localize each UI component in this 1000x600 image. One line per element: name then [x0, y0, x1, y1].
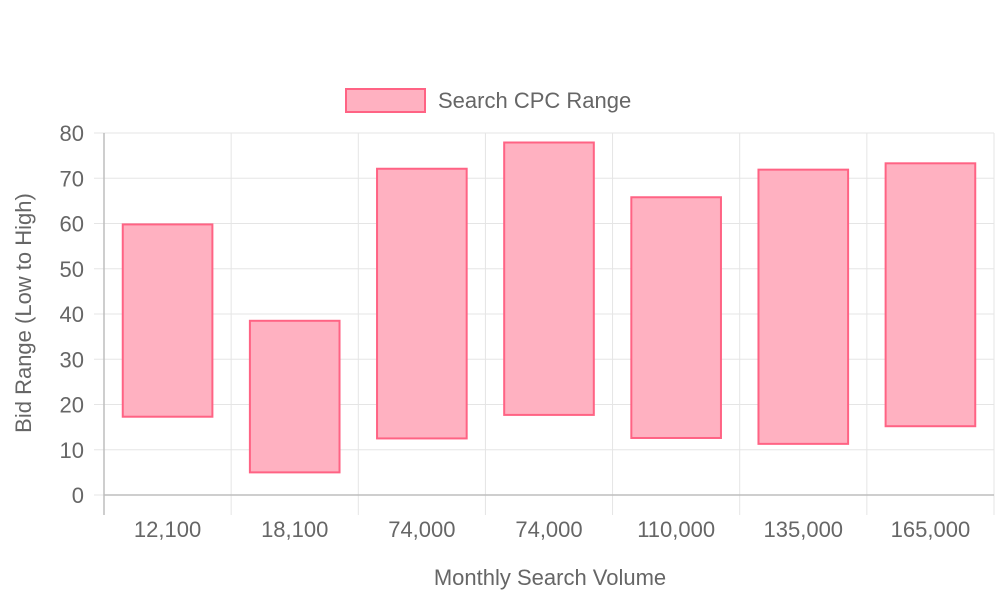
y-tick-label: 30: [60, 347, 84, 372]
range-bar[interactable]: [884, 162, 977, 428]
bars: [121, 141, 977, 474]
y-tick-label: 60: [60, 212, 84, 237]
x-tick-label: 12,100: [134, 517, 201, 542]
x-tick-label: 74,000: [515, 517, 582, 542]
y-tick-label: 10: [60, 438, 84, 463]
y-tick-label: 50: [60, 257, 84, 282]
y-axis-title: Bid Range (Low to High): [11, 193, 36, 433]
x-axis-title: Monthly Search Volume: [434, 565, 666, 590]
range-bar[interactable]: [503, 141, 595, 416]
legend-label[interactable]: Search CPC Range: [438, 88, 631, 113]
legend-swatch[interactable]: [345, 88, 426, 113]
y-tick-label: 40: [60, 302, 84, 327]
x-tick-label: 135,000: [764, 517, 844, 542]
range-bar[interactable]: [248, 319, 341, 474]
y-tick-label: 80: [60, 121, 84, 146]
x-tick-label: 74,000: [388, 517, 455, 542]
y-tick-label: 20: [60, 393, 84, 418]
x-tick-label: 165,000: [891, 517, 971, 542]
range-bar[interactable]: [630, 196, 722, 439]
range-bar[interactable]: [376, 167, 468, 440]
range-bar[interactable]: [121, 223, 214, 418]
axes: [94, 132, 994, 515]
y-tick-label: 0: [72, 483, 84, 508]
x-tick-label: 110,000: [637, 517, 715, 542]
x-tick-label: 18,100: [261, 517, 328, 542]
range-bar[interactable]: [757, 168, 850, 445]
legend[interactable]: Search CPC Range: [345, 88, 631, 113]
y-tick-label: 70: [60, 166, 84, 191]
tick-labels: 0 10 20 30 40 50 60 70 80 12,100 18,100 74,000 74,00…: [60, 121, 971, 542]
